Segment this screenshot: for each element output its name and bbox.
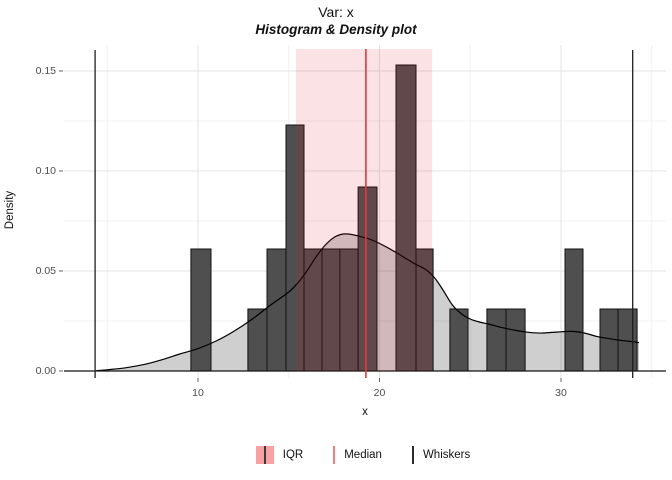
- histogram-bar: [266, 248, 287, 372]
- histogram-bar: [486, 308, 507, 372]
- legend-item-median: Median: [333, 446, 382, 464]
- x-tick-label: 10: [192, 387, 204, 399]
- y-tick-label: 0.10: [35, 165, 56, 177]
- y-tick-label: 0.15: [35, 65, 56, 77]
- histogram-bar: [505, 308, 526, 372]
- y-axis-title: Density: [4, 190, 16, 230]
- iqr-region: [296, 49, 433, 371]
- iqr-swatch-line-icon: [263, 446, 266, 464]
- legend-item-whiskers: Whiskers: [411, 446, 471, 464]
- density-curve: [96, 233, 640, 372]
- x-tick-label: 30: [555, 387, 567, 399]
- histogram-bar: [247, 308, 268, 372]
- legend-item-iqr: IQR: [255, 446, 304, 464]
- plot-panel: [59, 45, 666, 382]
- y-tick-label: 0.05: [35, 265, 56, 277]
- median-key-icon: [333, 446, 336, 464]
- histogram-bar: [190, 248, 212, 372]
- iqr-swatch-icon: [255, 446, 274, 464]
- x-tick-label: 20: [373, 387, 386, 399]
- histogram-bar: [564, 248, 584, 372]
- y-tick-label: 0.00: [35, 365, 56, 377]
- legend-label-median: Median: [344, 449, 382, 461]
- whiskers-key-icon: [411, 446, 414, 464]
- legend-label-iqr: IQR: [282, 449, 304, 461]
- legend-label-whiskers: Whiskers: [422, 449, 471, 461]
- chart-title: Var: x: [318, 4, 354, 20]
- histogram-bar: [449, 308, 469, 372]
- chart-subtitle: Histogram & Density plot: [255, 22, 417, 37]
- legend: IQR Median Whiskers: [60, 442, 666, 468]
- x-axis-title: x: [362, 406, 368, 418]
